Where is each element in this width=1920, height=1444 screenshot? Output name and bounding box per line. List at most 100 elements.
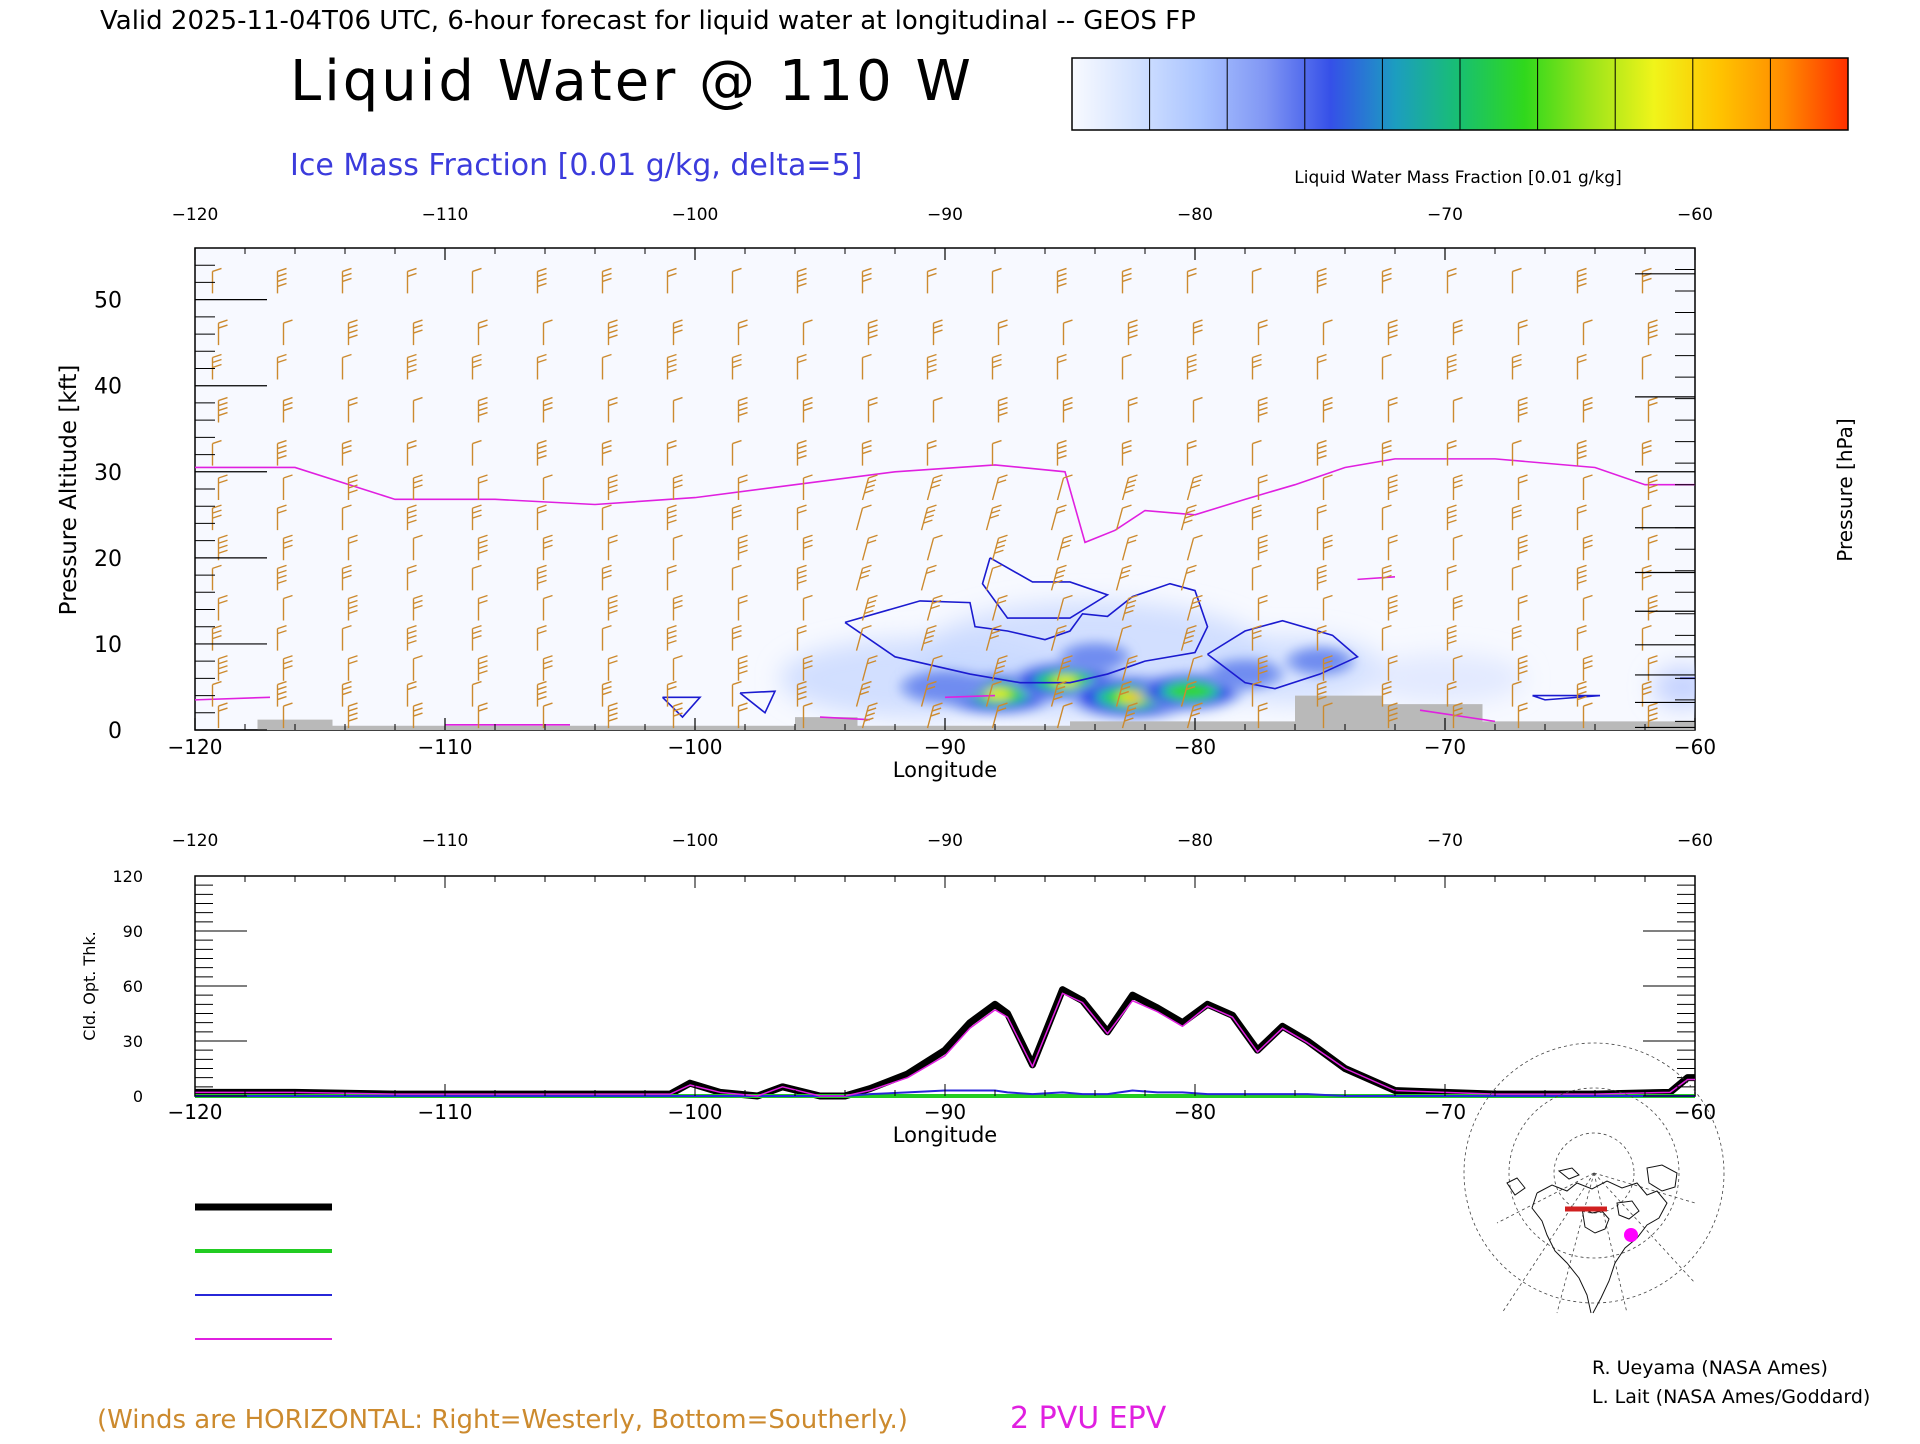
- wind-barb: [1641, 564, 1652, 591]
- y-tick-label: 50: [94, 289, 122, 314]
- wind-barb: [802, 534, 813, 561]
- x-tick-label-top: −90: [927, 205, 963, 225]
- wind-barb: [1708, 565, 1717, 590]
- wind-barb: [1121, 439, 1132, 466]
- wind-barb: [737, 396, 748, 423]
- wind-barb: [796, 267, 807, 294]
- wind-barb: [601, 439, 612, 466]
- wind-barb: [1714, 535, 1723, 560]
- wind-barb: [1121, 655, 1138, 681]
- y-tick-label: 0: [108, 719, 122, 744]
- x-tick-label-top: −110: [422, 205, 469, 225]
- wind-barb: [731, 680, 742, 707]
- opt-x-tick-label-top: −100: [672, 831, 719, 851]
- wind-barb: [731, 353, 742, 380]
- wind-barb: [1121, 534, 1138, 561]
- wind-barb: [1708, 682, 1717, 707]
- opt-x-tick-label: −110: [418, 1100, 473, 1124]
- wind-barb: [1115, 624, 1132, 651]
- wind-barb: [276, 504, 287, 531]
- wind-barb: [1180, 680, 1197, 707]
- wind-barb: [477, 594, 488, 621]
- ice-contour: [661, 696, 702, 719]
- wind-barb: [672, 319, 683, 346]
- wind-barb: [1180, 624, 1197, 651]
- wind-barb: [276, 624, 287, 651]
- wind-barb: [1257, 534, 1268, 561]
- wind-barb: [1647, 319, 1658, 346]
- wind-barb: [1251, 267, 1262, 294]
- wind-barb: [1192, 396, 1203, 423]
- wind-barb: [341, 504, 352, 531]
- wind-barb: [1452, 474, 1463, 500]
- wind-barb: [282, 594, 293, 621]
- wind-barb: [1257, 474, 1268, 500]
- wind-barb: [932, 396, 943, 423]
- wind-barb: [406, 680, 417, 707]
- wind-barb: [217, 702, 228, 729]
- wind-barb: [217, 655, 228, 681]
- wind-barb: [802, 319, 813, 346]
- wind-barb: [1056, 439, 1067, 466]
- wind-barb: [1582, 594, 1593, 621]
- wind-barb: [1381, 439, 1392, 466]
- wind-barb: [1180, 564, 1197, 591]
- wind-barb: [1641, 504, 1652, 531]
- wind-barb: [1056, 267, 1067, 294]
- wind-barb: [1517, 702, 1528, 729]
- credit-2: L. Lait (NASA Ames/Goddard): [1592, 1386, 1870, 1408]
- wind-barb: [1387, 396, 1398, 423]
- wind-barb: [1576, 680, 1587, 707]
- x-tick-label: −70: [1424, 735, 1466, 759]
- wind-barb: [341, 564, 352, 591]
- wind-barb: [985, 680, 1002, 707]
- wind-barb: [1452, 319, 1463, 346]
- wind-barb: [1251, 439, 1262, 466]
- wind-barb: [217, 474, 228, 500]
- wind-barb: [1062, 319, 1073, 346]
- terrain: [195, 695, 1695, 730]
- wind-barb: [477, 534, 488, 561]
- wind-barb: [1714, 596, 1723, 621]
- wind-barb: [601, 267, 612, 294]
- wind-barb: [731, 624, 742, 651]
- wind-barb: [1517, 396, 1528, 423]
- wind-barb: [1576, 504, 1587, 531]
- wind-barb: [601, 353, 612, 380]
- wind-barb: [282, 319, 293, 346]
- wind-barb: [1251, 624, 1262, 651]
- cloud-haze-blob: [1652, 666, 1695, 707]
- wind-barb: [666, 564, 677, 591]
- wind-barb: [536, 624, 547, 651]
- wind-barb: [347, 655, 358, 681]
- wind-barb: [861, 267, 872, 294]
- wind-barb: [477, 474, 488, 500]
- wind-barb: [1121, 353, 1132, 380]
- wind-barb: [731, 564, 742, 591]
- wind-barb: [1511, 504, 1522, 531]
- wind-barb: [1257, 702, 1268, 729]
- x-tick-label-top: −120: [172, 205, 219, 225]
- optical-thickness-plot: −120 −120 −110 −110 −100 −100 −90 −90 −80 −80 −70 −…: [112, 831, 1716, 1124]
- wind-barb: [1127, 319, 1138, 346]
- wind-barb: [601, 624, 612, 651]
- wind-barb: [796, 624, 807, 651]
- wind-barb: [1708, 355, 1717, 380]
- opt-y-tick-label: 30: [123, 1032, 143, 1051]
- wind-barb: [737, 534, 748, 561]
- y-tick-label: 20: [94, 547, 122, 572]
- wind-barbs: [211, 267, 1723, 729]
- wind-barb: [1576, 267, 1587, 294]
- wind-barb: [997, 396, 1008, 423]
- wind-barb: [1257, 319, 1268, 346]
- wind-barb: [276, 564, 287, 591]
- wind-barb: [1452, 396, 1463, 423]
- wind-barb: [282, 396, 293, 423]
- wind-barb: [1517, 474, 1528, 500]
- wind-barb: [1056, 353, 1067, 380]
- opt-y-tick-label: 120: [112, 867, 143, 886]
- wind-barb: [471, 439, 482, 466]
- liquid-water-blob: [908, 674, 982, 700]
- wind-barb: [1322, 655, 1333, 681]
- y-tick-label: 30: [94, 461, 122, 486]
